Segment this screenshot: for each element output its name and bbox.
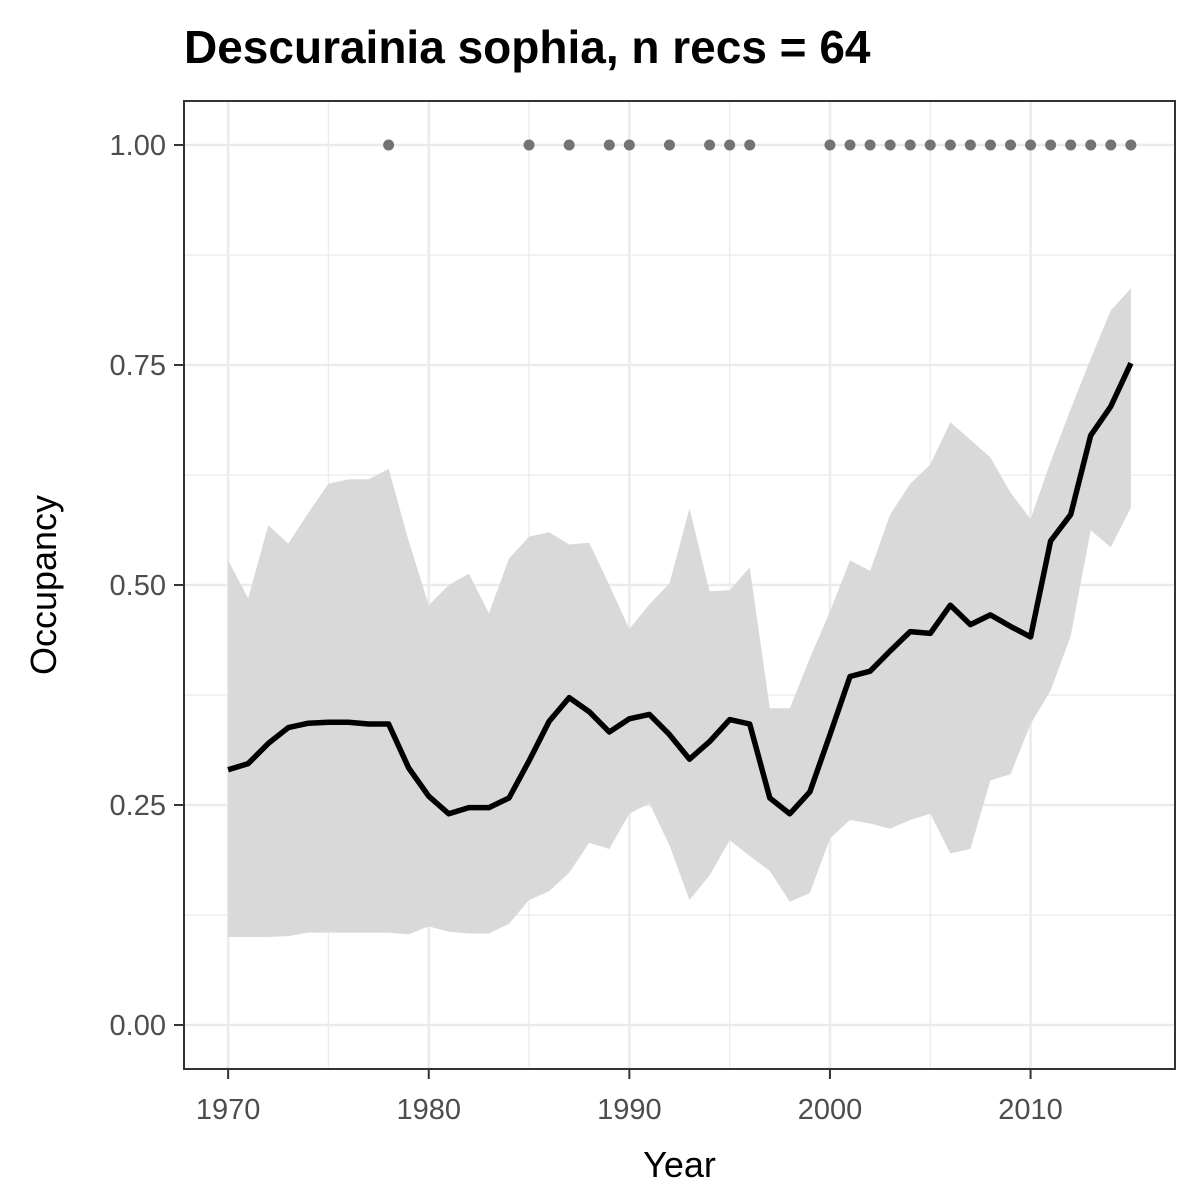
y-tick-label: 0.50: [110, 570, 166, 602]
y-tick-label: 0.00: [110, 1010, 166, 1042]
confidence-ribbon-layer: [228, 288, 1131, 937]
observation-point: [1025, 139, 1037, 151]
observation-point: [924, 139, 936, 151]
occupancy-line-layer: [227, 362, 1134, 817]
occupancy-line: [227, 362, 1134, 817]
observation-point: [623, 139, 635, 151]
y-tick-label: 1.00: [110, 130, 166, 162]
plot-panel: [183, 100, 1176, 1070]
observation-point: [944, 139, 956, 151]
observation-point: [724, 139, 736, 151]
observation-point: [603, 139, 615, 151]
y-tick-label: 0.25: [110, 790, 166, 822]
observation-point: [563, 139, 575, 151]
chart-title: Descurainia sophia, n recs = 64: [184, 21, 871, 73]
y-tick-label: 0.75: [110, 350, 166, 382]
observation-point: [844, 139, 856, 151]
observation-point: [884, 139, 896, 151]
observation-point: [1105, 139, 1117, 151]
x-axis: 1970 1980 1990 2000 2010: [196, 1069, 1063, 1126]
observation-point: [383, 139, 395, 151]
observation-point: [1045, 139, 1057, 151]
observation-point: [964, 139, 976, 151]
observation-point: [744, 139, 756, 151]
observation-points-layer: [383, 139, 1137, 151]
observation-point: [1125, 139, 1137, 151]
x-axis-label: Year: [643, 1144, 716, 1185]
observation-point: [704, 139, 716, 151]
observation-point: [1065, 139, 1077, 151]
observation-point: [824, 139, 836, 151]
observation-point: [984, 139, 996, 151]
observation-point: [523, 139, 535, 151]
x-tick-label: 2010: [998, 1094, 1063, 1126]
confidence-ribbon: [228, 288, 1131, 937]
observation-point: [663, 139, 675, 151]
observation-point: [904, 139, 916, 151]
y-axis: 0.00 0.25 0.50 0.75 1.00: [110, 130, 184, 1042]
x-tick-label: 1990: [597, 1094, 662, 1126]
observation-point: [864, 139, 876, 151]
observation-point: [1005, 139, 1017, 151]
x-tick-label: 1980: [396, 1094, 461, 1126]
y-axis-label: Occupancy: [23, 495, 64, 675]
observation-point: [1085, 139, 1097, 151]
x-tick-label: 2000: [798, 1094, 863, 1126]
x-tick-label: 1970: [196, 1094, 261, 1126]
